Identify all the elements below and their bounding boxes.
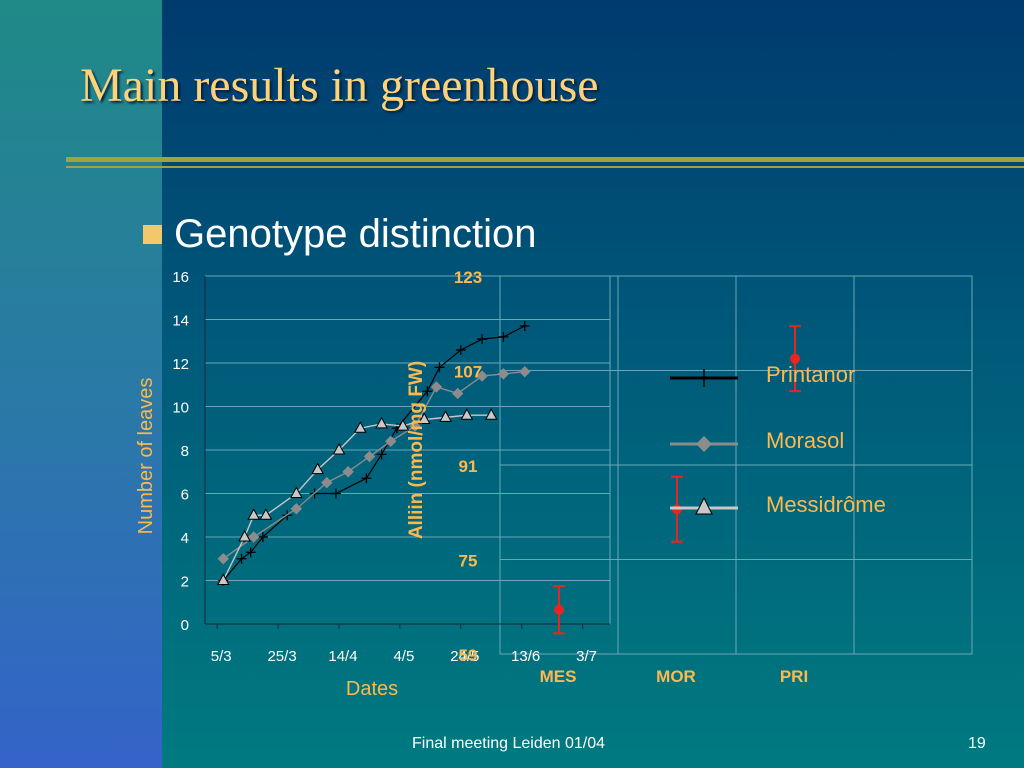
leaves-y-tick-label: 4 <box>181 530 189 547</box>
legend-label-2: Messidrôme <box>766 492 886 517</box>
messidrome-marker <box>216 573 230 585</box>
alliin-chart-points <box>553 325 801 635</box>
leaves-y-tick-label: 12 <box>172 356 189 373</box>
bullet-text: Genotype distinction <box>174 212 537 256</box>
morasol-marker <box>342 466 354 478</box>
alliin-y-axis-title: Alliin (nmol/mg FW) <box>406 361 427 539</box>
leaves-x-axis-title: Dates <box>346 678 398 700</box>
morasol-marker <box>519 365 531 378</box>
printanor-marker <box>477 334 488 345</box>
morasol-marker <box>248 531 260 543</box>
alliin-y-tick-label: 91 <box>459 457 478 476</box>
messidrome-marker <box>238 529 251 542</box>
alliin-chart-axes: 59 75 91 107 123 MES MOR PRI Alliin (nmol/mg FW) <box>406 268 808 686</box>
alliin-y-tick-label: 59 <box>459 646 478 665</box>
leaves-y-tick-label: 16 <box>172 269 189 286</box>
leaves-chart-axes: 0 2 4 6 8 10 12 14 16 5/3 25/3 14/4 4/5 24/5 13/6 3/7 Da… <box>135 269 610 700</box>
morasol-marker <box>497 368 510 380</box>
messidrome-marker <box>332 442 346 455</box>
leaves-y-tick-label: 6 <box>181 487 189 504</box>
leaves-x-tick-label: 14/4 <box>328 648 357 665</box>
alliin-category-label: MOR <box>656 667 696 686</box>
legend: Printanor Morasol Messidrôme <box>670 362 886 517</box>
leaves-y-tick-label: 10 <box>172 400 189 417</box>
legend-label-1: Morasol <box>766 428 844 453</box>
alliin-plot-frame <box>499 275 973 655</box>
morasol-marker <box>290 503 303 515</box>
alliin-point <box>790 353 800 364</box>
leaves-x-tick-label: 3/7 <box>576 648 597 665</box>
leaves-x-tick-label: 4/5 <box>393 648 414 665</box>
leaves-chart-series <box>216 321 531 586</box>
printanor-marker <box>236 553 247 564</box>
printanor-marker <box>434 362 445 373</box>
alliin-chart-gridlines <box>499 275 972 654</box>
series-line-2 <box>222 414 492 581</box>
morasol-marker <box>363 450 376 463</box>
leaves-y-tick-label: 2 <box>181 574 189 591</box>
messidrome-marker <box>311 462 325 475</box>
leaves-y-tick-label: 0 <box>181 617 189 634</box>
series-line-0 <box>222 325 526 581</box>
bullet-item: Genotype distinction <box>143 212 536 257</box>
messidrome-marker <box>396 419 410 431</box>
page-number: 19 <box>968 735 986 752</box>
legend-diamond-icon <box>696 436 712 452</box>
alliin-category-label: PRI <box>780 667 808 686</box>
leaves-x-tick-label: 24/5 <box>450 648 479 665</box>
legend-triangle-icon <box>695 496 713 515</box>
legend-label-0: Printanor <box>766 362 855 387</box>
messidrome-marker <box>247 508 261 520</box>
printanor-marker <box>519 321 530 332</box>
printanor-marker <box>376 449 387 460</box>
alliin-y-tick-label: 107 <box>454 363 482 382</box>
leaves-y-tick-label: 8 <box>181 443 189 460</box>
messidrome-marker <box>439 410 452 422</box>
messidrome-marker <box>375 416 388 429</box>
leaves-x-tick-label: 5/3 <box>211 648 232 665</box>
title-underline-thin <box>66 166 1024 168</box>
morasol-marker <box>321 476 333 489</box>
leaves-y-axis-title: Number of leaves <box>135 378 157 535</box>
title-underline-thick <box>66 157 1024 162</box>
alliin-point <box>554 604 564 615</box>
printanor-marker <box>422 386 433 397</box>
printanor-marker <box>455 344 466 355</box>
alliin-y-tick-label: 123 <box>454 268 482 287</box>
morasol-marker <box>476 370 488 382</box>
slide-title: Main results in greenhouse <box>80 59 599 112</box>
messidrome-marker <box>484 408 498 420</box>
morasol-marker <box>385 435 397 448</box>
morasol-marker <box>452 387 464 400</box>
footer-text: Final meeting Leiden 01/04 <box>412 735 606 752</box>
left-accent-band <box>0 0 162 768</box>
bullet-square-icon <box>143 225 162 244</box>
printanor-marker <box>498 331 509 342</box>
printanor-marker <box>361 473 372 484</box>
printanor-marker <box>257 532 268 542</box>
leaves-x-tick-label: 13/6 <box>511 648 540 665</box>
messidrome-marker <box>417 412 431 425</box>
morasol-marker <box>430 381 443 393</box>
messidrome-marker <box>259 508 273 520</box>
messidrome-marker <box>460 408 474 420</box>
printanor-marker <box>245 547 256 558</box>
alliin-y-tick-label: 75 <box>459 552 478 571</box>
leaves-x-tick-label: 25/3 <box>267 648 296 665</box>
alliin-category-label: MES <box>540 667 577 686</box>
printanor-marker <box>330 488 341 499</box>
morasol-marker <box>217 553 229 565</box>
messidrome-marker <box>290 486 303 498</box>
messidrome-marker <box>353 421 367 433</box>
leaves-y-tick-label: 14 <box>172 313 189 330</box>
